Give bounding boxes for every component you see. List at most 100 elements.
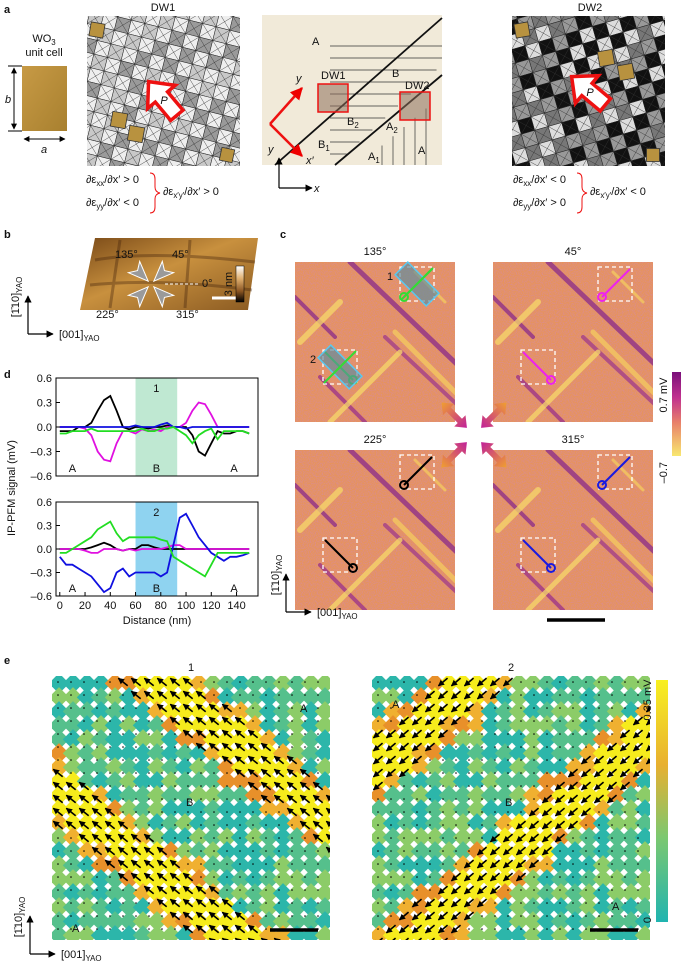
map-cell xyxy=(620,701,642,722)
lattice-diag xyxy=(467,146,484,163)
vector xyxy=(645,705,650,713)
vector-dot xyxy=(624,707,626,709)
lattice-diag xyxy=(512,134,526,152)
map-cell xyxy=(494,771,516,792)
lattice-diag xyxy=(603,164,622,166)
lattice-diag xyxy=(144,16,162,27)
lattice-diag xyxy=(175,16,193,21)
map-cell xyxy=(550,676,572,694)
lattice-diag xyxy=(521,232,538,249)
vector-dot xyxy=(265,928,267,930)
vector-dot xyxy=(174,746,176,748)
lattice-diag xyxy=(80,210,97,227)
map-cell xyxy=(606,869,628,890)
lattice-cell xyxy=(237,220,254,237)
vector xyxy=(554,807,566,817)
vector-dot xyxy=(278,837,280,839)
vector xyxy=(554,794,566,804)
lattice-diag xyxy=(450,34,467,51)
map-cell xyxy=(564,827,586,848)
vector-dot xyxy=(637,798,639,800)
lattice-diag xyxy=(585,200,602,217)
lattice-cell xyxy=(444,65,461,82)
lattice-cell xyxy=(135,0,152,10)
lattice-diag xyxy=(36,156,53,173)
vector xyxy=(619,729,631,739)
vector-dot xyxy=(213,876,215,878)
lattice-cell xyxy=(665,74,682,91)
vector xyxy=(632,716,644,726)
lattice-cell xyxy=(0,173,6,190)
label-part: 1 xyxy=(375,156,380,165)
vector xyxy=(65,807,77,817)
lattice-diag xyxy=(70,193,87,210)
vector xyxy=(567,794,579,804)
vector xyxy=(312,820,324,830)
label-part: yy xyxy=(96,202,104,211)
label: ∂εxx/∂x′ > 0 xyxy=(86,174,139,188)
lattice-diag xyxy=(496,196,513,213)
map-cell xyxy=(494,715,516,736)
vector-dot xyxy=(252,707,254,709)
double-arrow xyxy=(441,402,467,428)
lattice-cell xyxy=(236,0,253,6)
vector xyxy=(398,911,410,921)
map-cell xyxy=(494,911,516,932)
lattice-cell xyxy=(485,53,502,70)
lattice-cell xyxy=(554,0,571,7)
lattice-diag xyxy=(103,16,122,17)
vector xyxy=(515,872,527,882)
vector-dot xyxy=(390,863,392,865)
rotation-arrow xyxy=(441,442,467,468)
vector xyxy=(234,924,246,934)
map-cell xyxy=(592,883,614,904)
profile-start xyxy=(348,563,358,573)
vector-dot xyxy=(650,772,652,774)
lattice-diag xyxy=(632,112,651,131)
vector xyxy=(78,794,90,804)
x-tick-label: 140 xyxy=(227,600,245,612)
label-part: YAO xyxy=(275,555,284,571)
map-cell xyxy=(314,676,330,694)
vector xyxy=(398,755,410,765)
lattice-cell xyxy=(70,193,87,210)
vector-dot xyxy=(598,733,600,735)
vector xyxy=(65,820,77,830)
vector-dot xyxy=(148,915,150,917)
vector-dot xyxy=(187,746,189,748)
vector-dot xyxy=(390,915,392,917)
map-cell xyxy=(76,925,98,940)
vector xyxy=(645,718,650,726)
lattice-diag xyxy=(247,122,264,139)
lattice-cell xyxy=(220,173,237,190)
lattice-cell xyxy=(508,236,525,253)
lattice-cell xyxy=(57,190,74,207)
vector xyxy=(411,716,423,726)
lattice-diag xyxy=(523,86,541,104)
lattice-diag xyxy=(142,197,159,214)
vector-dot xyxy=(148,798,150,800)
label-part: /∂x′ < 0 xyxy=(531,174,566,186)
lattice-diag xyxy=(643,198,660,215)
lattice-diag xyxy=(653,33,665,52)
vector-dot xyxy=(317,772,319,774)
roi-box xyxy=(322,537,358,573)
map-cell xyxy=(634,701,650,722)
vector xyxy=(424,729,436,739)
label: [001]YAO xyxy=(59,329,100,343)
vector-dot xyxy=(161,772,163,774)
lattice-diag xyxy=(209,98,227,116)
lattice-diag xyxy=(542,153,560,166)
region-label: A xyxy=(230,583,238,595)
vector-dot xyxy=(135,798,137,800)
vector-dot xyxy=(57,941,59,943)
lattice-cell xyxy=(681,26,685,43)
vector xyxy=(437,911,449,921)
map-cell xyxy=(578,869,600,890)
lattice-cell xyxy=(460,119,477,136)
vector xyxy=(554,833,566,843)
map-cell xyxy=(578,841,600,862)
vector-dot xyxy=(429,889,431,891)
vector-dot xyxy=(650,941,652,943)
label-part: x′y′ xyxy=(173,191,184,200)
